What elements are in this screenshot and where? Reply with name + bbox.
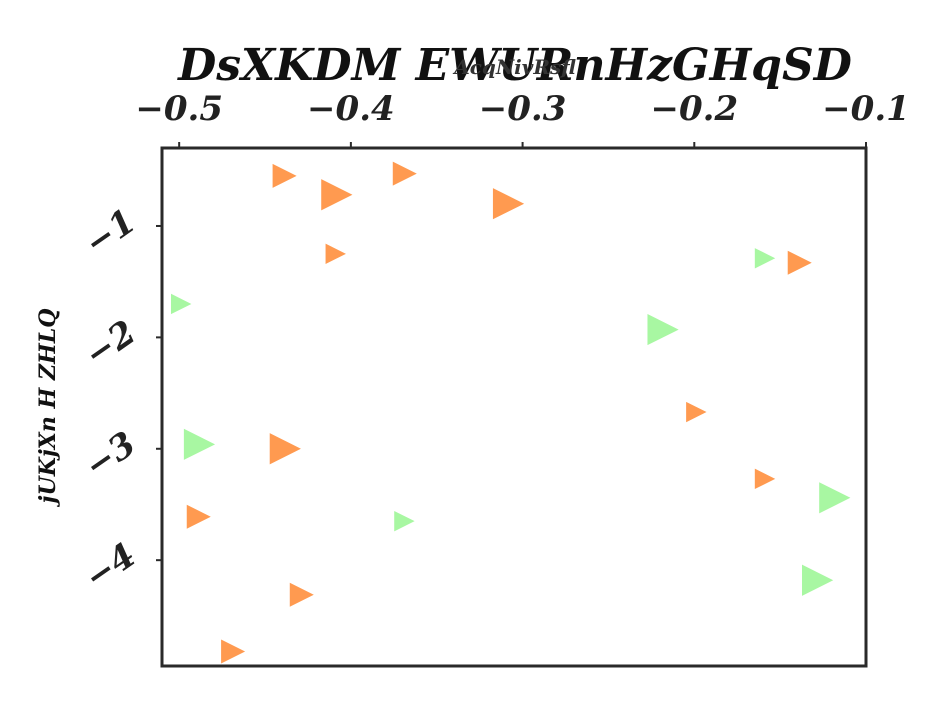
data-point-series-1	[321, 179, 353, 211]
data-point-series-2	[183, 428, 216, 460]
x-axis-ticks: −0.5 −0.4 −0.3 −0.2 −0.1	[135, 89, 910, 148]
data-point-series-2	[802, 564, 834, 596]
data-point-series-2	[171, 293, 192, 315]
data-point-series-1	[272, 163, 297, 188]
y-tick-label: −2	[77, 313, 143, 376]
y-axis-label: jUKjXn H ZHLQ	[35, 309, 61, 508]
data-point-series-2	[819, 482, 851, 514]
y-axis-ticks: −1 −2 −3 −4	[77, 201, 162, 598]
chart-title: DsXKDM EWURnHzGHqSD	[176, 40, 852, 91]
data-point-series-1	[289, 582, 314, 607]
data-point-series-1	[269, 433, 301, 465]
x-tick-label: −0.2	[650, 89, 738, 129]
data-point-series-1	[392, 161, 417, 186]
y-tick-label: −1	[77, 201, 143, 264]
data-point-series-2	[754, 248, 776, 269]
x-axis-label: AcqNivRsfl	[452, 55, 576, 79]
data-point-series-1	[787, 250, 812, 275]
x-tick-label: −0.1	[822, 89, 910, 129]
y-tick-label: −3	[77, 424, 143, 487]
y-tick-label: −4	[77, 535, 143, 598]
x-tick-label: −0.4	[307, 89, 395, 129]
data-point-series-1	[492, 188, 525, 220]
data-point-series-1	[754, 468, 776, 490]
data-point-series-2	[647, 313, 679, 346]
data-point-series-1	[186, 504, 211, 529]
plot-frame	[160, 146, 868, 668]
data-point-series-1	[325, 243, 346, 265]
x-tick-label: −0.5	[135, 89, 223, 129]
data-points	[171, 161, 851, 664]
data-point-series-2	[394, 510, 415, 532]
data-point-series-1	[221, 639, 246, 664]
x-tick-label: −0.3	[479, 89, 567, 129]
data-point-series-1	[686, 401, 707, 423]
